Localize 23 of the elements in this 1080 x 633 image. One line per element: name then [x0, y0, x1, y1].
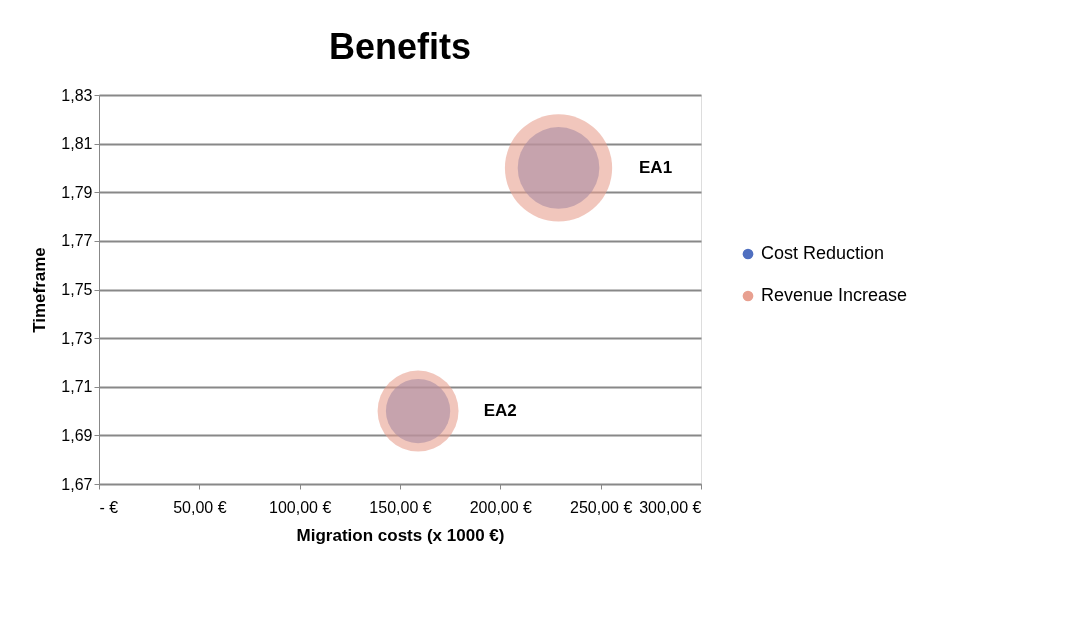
x-tick-label: - € [99, 498, 119, 516]
y-axis-title: Timeframe [30, 247, 50, 333]
y-tick-label: 1,81 [61, 135, 93, 153]
y-tick-label: 1,75 [61, 281, 93, 298]
y-tick-label: 1,67 [61, 475, 93, 493]
x-tick-label: 100,00 € [269, 498, 332, 516]
y-tick-label: 1,71 [61, 378, 93, 396]
y-tick-label: 1,77 [61, 232, 93, 250]
legend-label: Cost Reduction [761, 243, 885, 263]
y-tick-label: 1,73 [61, 329, 93, 347]
x-tick-label: 200,00 € [469, 498, 533, 516]
x-tick-label: 150,00 € [369, 498, 432, 516]
x-tick-label: 50,00 € [173, 498, 227, 516]
x-tick-label: 250,00 € [570, 498, 633, 516]
y-tick-label: 1,83 [61, 86, 93, 104]
x-tick-label: 300,00 € [639, 498, 702, 516]
annotation: EA2 [483, 401, 517, 421]
y-tick-label: 1,79 [61, 183, 93, 201]
y-tick-label: 1,69 [61, 426, 93, 444]
x-axis-title: Migration costs (x 1000 €) [296, 525, 505, 545]
annotation: EA1 [639, 157, 673, 177]
legend-label: Revenue Increase [761, 285, 908, 305]
chart-title: Benefits [328, 26, 472, 67]
